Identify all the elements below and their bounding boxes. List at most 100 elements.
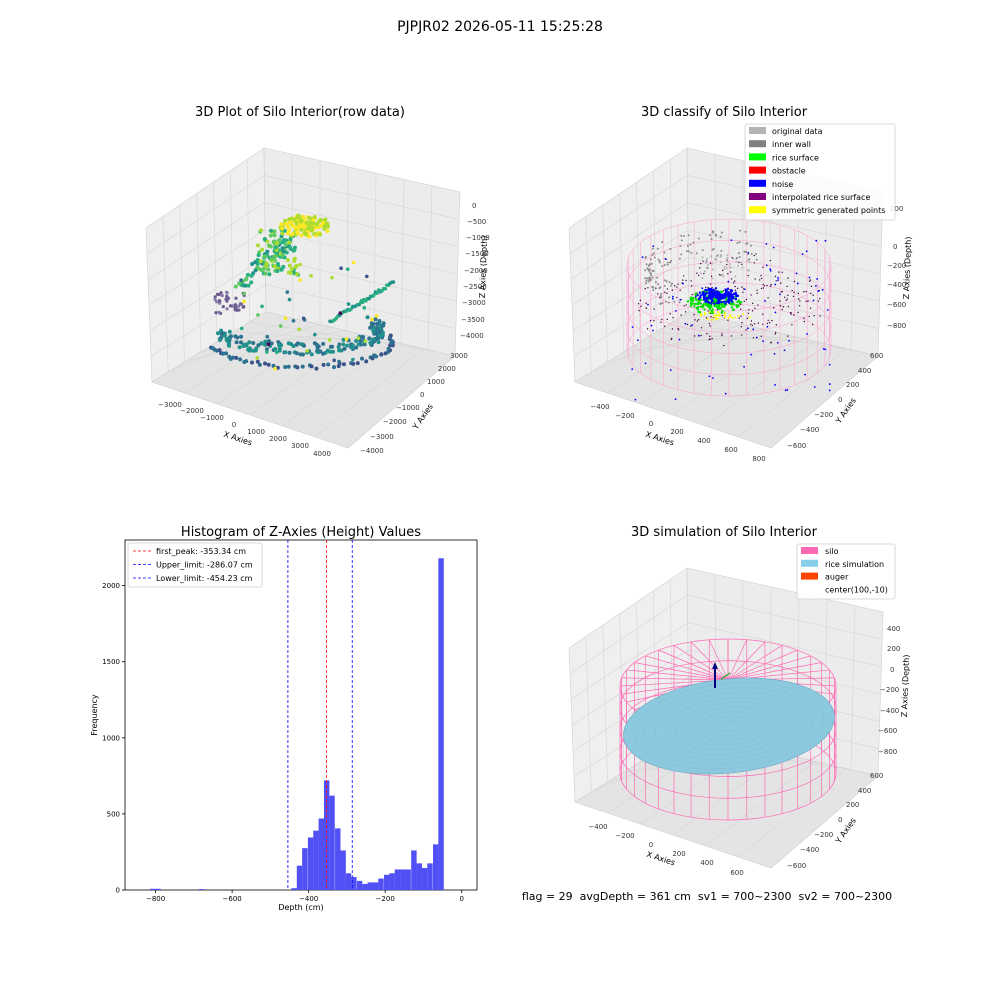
interpolated-point [766,322,769,325]
interpolated-point [817,300,819,302]
data-point [332,358,336,363]
panel4-y-tick: −400 [800,846,819,854]
interpolated-point [741,334,743,336]
original-point [703,270,706,273]
wall-point [649,258,652,261]
legend-label: Lower_limit: -454.23 cm [156,574,253,583]
data-point [269,257,274,262]
rice-point [695,306,698,310]
original-point [726,254,729,257]
noise-point [824,239,827,242]
panel2-scatter [631,229,831,401]
data-point [373,317,378,322]
panel2-x-ticks: −400 −200 0 200 400 600 800 [590,403,765,463]
histogram-bar [345,873,352,890]
interpolated-point [721,269,724,272]
noise-point [652,245,655,248]
data-point [351,357,355,362]
data-point [217,310,221,314]
symmetric-point [706,318,709,321]
noise-point [730,239,733,242]
symmetric-point [713,315,716,318]
rice-point [710,305,713,308]
grid-line [571,229,689,306]
data-point [301,214,306,219]
noise-point [703,294,707,297]
noise-point [788,339,790,342]
interpolated-point [767,297,769,299]
grid-line [623,330,771,353]
panel1-y-tick: −2000 [383,418,407,426]
data-point [380,331,385,336]
panel4-title: 3D simulation of Silo Interior [631,525,818,540]
interpolated-point [709,325,711,327]
interpolated-point [766,284,768,287]
wall-point [661,302,664,305]
symmetric-point [708,311,711,314]
data-point [371,329,376,334]
wall-point [679,244,682,247]
rice-point [735,304,738,307]
panel1-y-tick: 0 [420,391,424,399]
symmetric-point [718,312,721,315]
data-point [266,362,271,367]
interpolated-point [750,323,752,326]
interpolated-point [787,335,789,337]
data-point [374,313,379,318]
wall-point [658,261,661,264]
panel2-z-tick: 200 [890,205,903,213]
wall-point [737,251,740,254]
legend-label: rice simulation [825,560,884,569]
interpolated-point [705,286,707,289]
panel2-x-tick: 600 [724,446,737,454]
data-point [263,271,268,276]
interpolated-point [655,287,657,289]
data-point [309,273,313,278]
noise-point [717,302,720,305]
noise-point [652,329,654,332]
interpolated-point [706,332,708,335]
interpolated-point [696,272,698,274]
interpolated-point [791,289,793,292]
wall-point [654,281,657,284]
wall-point [653,256,656,259]
legend-swatch [749,166,766,174]
rice-mesh-ring [697,711,761,741]
data-point [244,342,249,347]
data-point [292,217,297,222]
rice-point [730,306,734,309]
data-point [336,344,341,349]
data-point [294,263,299,268]
interpolated-point [676,296,678,299]
interpolated-point [700,262,702,265]
interpolated-point [677,283,679,285]
data-point [294,351,299,356]
data-point [337,342,342,346]
original-point [711,262,714,265]
panel1-z-tick: −1500 [465,250,489,258]
noise-point [712,293,716,297]
data-point [324,224,329,229]
noise-point [710,302,713,305]
wall-point [690,251,693,254]
grid-line [607,324,744,363]
data-point [244,359,249,364]
interpolated-point [669,313,671,315]
interpolated-point [793,314,795,316]
data-point [213,297,217,302]
interpolated-point [716,309,719,311]
noise-point [701,287,704,290]
silo-roof-strut [658,649,729,681]
wall-point [687,250,690,253]
histogram-bar [198,889,205,890]
wall-point [667,301,670,304]
data-point [285,290,290,294]
noise-point [717,299,720,302]
rice-point [695,298,698,302]
data-point [287,350,292,355]
rice-mesh-ring [633,682,825,770]
interpolated-point [747,312,750,314]
wall-point [669,247,672,250]
grid-line [640,326,753,405]
noise-point [718,292,721,296]
